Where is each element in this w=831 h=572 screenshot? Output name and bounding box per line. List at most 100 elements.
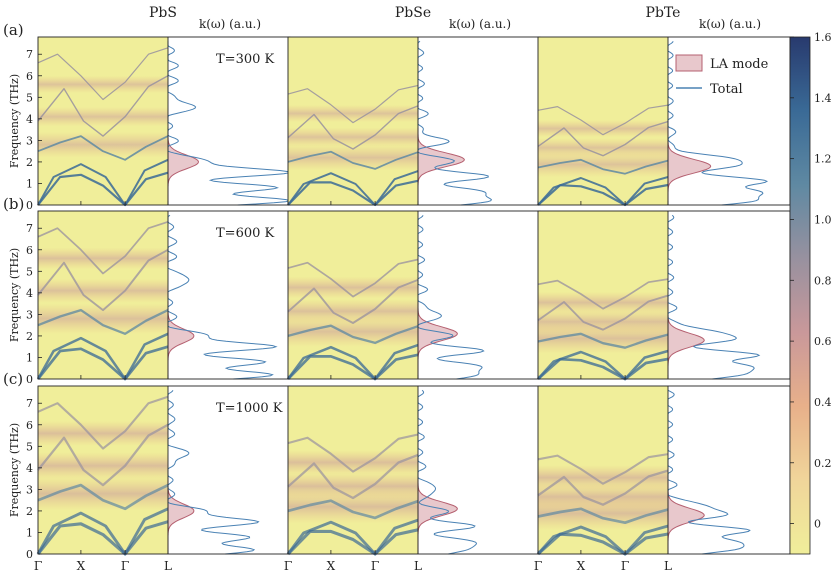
y-axis-label: Frequency (THz) bbox=[8, 423, 21, 517]
dispersion-curve bbox=[287, 258, 419, 298]
kappa-axis-label: k(ω) (a.u.) bbox=[199, 17, 261, 31]
colorbar-tick-label: 1.0 bbox=[814, 213, 831, 226]
colorbar-tick-label: 0.6 bbox=[814, 335, 831, 348]
y-tick-label: 0 bbox=[26, 373, 33, 386]
y-tick-label: 0 bbox=[26, 199, 33, 212]
kappa-axis-label: k(ω) (a.u.) bbox=[699, 17, 761, 31]
dispersion-curve bbox=[537, 294, 669, 331]
k-path-label: X bbox=[77, 559, 86, 572]
dispersion-curve bbox=[287, 105, 419, 150]
colorbar-tick-label: 0 bbox=[814, 518, 821, 531]
y-tick-label: 1 bbox=[26, 351, 33, 364]
panel-pbte-row-3 bbox=[536, 385, 791, 556]
dispersion-curve bbox=[286, 518, 419, 556]
colorbar-tick-label: 1.6 bbox=[814, 31, 831, 44]
temperature-label: T=600 K bbox=[216, 226, 275, 241]
dispersion-curve bbox=[36, 345, 169, 381]
dispersion-curve bbox=[537, 120, 669, 157]
heat-band bbox=[288, 299, 418, 324]
total-line bbox=[167, 41, 292, 206]
material-title: PbSe bbox=[395, 5, 431, 21]
panel-pbs-row-1: 0 1 2 3 4 5 6 7 Frequency (THz) T=300 K bbox=[8, 36, 292, 212]
panel-label: (b) bbox=[3, 195, 24, 213]
colorbar-tick-label: 1.4 bbox=[814, 92, 831, 105]
y-tick-label: 2 bbox=[26, 330, 33, 343]
dispersion-curve bbox=[537, 349, 669, 381]
heat-band bbox=[38, 75, 168, 93]
dispersion-curve bbox=[287, 84, 419, 124]
y-tick-label: 7 bbox=[26, 397, 33, 410]
colorbar-tick-label: 0.8 bbox=[814, 274, 831, 287]
kappa-panel bbox=[418, 211, 540, 379]
k-path-label: L bbox=[664, 559, 672, 572]
kappa-panel bbox=[168, 37, 290, 205]
panels-layer: 0 1 2 3 4 5 6 7 Frequency (THz) T=300 K 0 1 2 3 4 5 6 7 Fr… bbox=[8, 36, 791, 561]
heat-band bbox=[38, 452, 168, 480]
legend-la-swatch bbox=[675, 54, 703, 72]
y-tick-label: 1 bbox=[26, 177, 33, 190]
heat-band bbox=[538, 309, 668, 334]
dispersion-curve bbox=[37, 75, 169, 137]
k-path-label: Γ bbox=[121, 559, 129, 572]
legend-la-label: LA mode bbox=[710, 57, 769, 72]
dispersion-curve bbox=[37, 248, 169, 312]
y-tick-label: 7 bbox=[26, 222, 33, 235]
dispersion-curve bbox=[37, 483, 169, 511]
y-tick-label: 5 bbox=[26, 91, 33, 104]
y-axis-label: Frequency (THz) bbox=[8, 74, 21, 168]
k-path-label: Γ bbox=[371, 559, 379, 572]
panel-label: (a) bbox=[3, 21, 24, 39]
legend-total-label: Total bbox=[710, 82, 743, 97]
k-path-label: L bbox=[414, 559, 422, 572]
dispersion-curve bbox=[287, 499, 419, 520]
dispersion-curve bbox=[287, 150, 419, 170]
material-title: PbS bbox=[149, 5, 177, 21]
y-tick-label: 7 bbox=[26, 48, 33, 61]
dispersion-curve bbox=[537, 176, 669, 206]
dispersion-curve bbox=[537, 278, 669, 310]
panel-pbse-row-3 bbox=[286, 385, 541, 556]
k-path-label: X bbox=[327, 559, 336, 572]
dispersion-curve bbox=[536, 524, 669, 556]
dispersion-curve bbox=[37, 135, 169, 161]
y-tick-label: 3 bbox=[26, 134, 33, 147]
panel-pbs-row-2: 0 1 2 3 4 5 6 7 Frequency (THz) T=600 K bbox=[8, 210, 291, 386]
heat-band bbox=[38, 247, 168, 270]
panel-pbse-row-2 bbox=[286, 210, 541, 381]
dispersion-curve bbox=[287, 324, 419, 345]
kappa-panel bbox=[418, 37, 540, 205]
heat-band bbox=[538, 138, 668, 158]
panel-pbs-row-3: 0 1 2 3 4 5 6 7 Frequency (THz) T=1000 K bbox=[8, 385, 291, 561]
dispersion-curve bbox=[36, 520, 169, 556]
dispersion-curve bbox=[36, 332, 169, 381]
y-tick-label: 6 bbox=[26, 244, 33, 257]
y-tick-label: 4 bbox=[26, 113, 33, 126]
dispersion-curve bbox=[537, 453, 669, 485]
y-tick-label: 6 bbox=[26, 419, 33, 432]
heat-band bbox=[538, 119, 668, 138]
heat-band bbox=[288, 276, 418, 299]
k-path-label: L bbox=[164, 559, 172, 572]
kappa-panel bbox=[418, 386, 540, 554]
dispersion-curve bbox=[37, 220, 169, 275]
temperature-label: T=1000 K bbox=[216, 401, 283, 416]
dispersion-curve bbox=[287, 170, 419, 206]
dispersion-curve bbox=[286, 343, 419, 381]
dispersion-curve bbox=[537, 158, 669, 175]
heat-band bbox=[38, 303, 168, 334]
dispersion-curve bbox=[37, 395, 169, 450]
dispersion-curve bbox=[537, 104, 669, 136]
dispersion-curve bbox=[37, 47, 169, 101]
y-tick-label: 4 bbox=[26, 287, 33, 300]
dispersion-curve bbox=[37, 158, 169, 206]
kappa-axis-label: k(ω) (a.u.) bbox=[449, 17, 511, 31]
y-tick-label: 3 bbox=[26, 483, 33, 496]
dispersion-curve bbox=[537, 469, 669, 506]
y-axis-label: Frequency (THz) bbox=[8, 248, 21, 342]
heat-band bbox=[288, 472, 418, 500]
heat-band bbox=[38, 278, 168, 303]
panel-label: (c) bbox=[3, 370, 23, 388]
dispersion-curve bbox=[36, 507, 169, 556]
material-title: PbTe bbox=[646, 5, 681, 21]
